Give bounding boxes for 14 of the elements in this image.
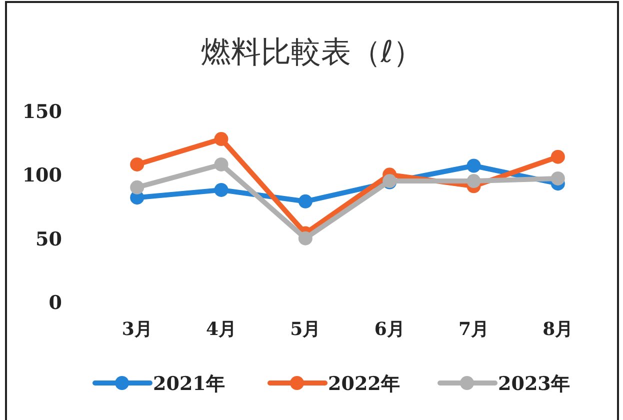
x-tick-label: 3月 [122, 319, 152, 340]
legend-label: 2023年 [498, 373, 570, 395]
legend-label: 2022年 [328, 373, 400, 395]
y-tick-label: 0 [48, 292, 62, 314]
x-tick-label: 5月 [290, 319, 321, 340]
chart-title: 燃料比較表（ℓ） [200, 35, 424, 70]
x-tick-label: 6月 [374, 319, 405, 340]
y-tick-label: 100 [22, 164, 62, 187]
x-tick-label: 7月 [458, 319, 490, 340]
legend-label: 2021年 [153, 373, 225, 395]
x-tick-label: 4月 [206, 319, 237, 340]
y-tick-label: 50 [36, 228, 62, 250]
y-tick-label: 150 [22, 101, 62, 123]
x-tick-label: 8月 [542, 319, 574, 340]
